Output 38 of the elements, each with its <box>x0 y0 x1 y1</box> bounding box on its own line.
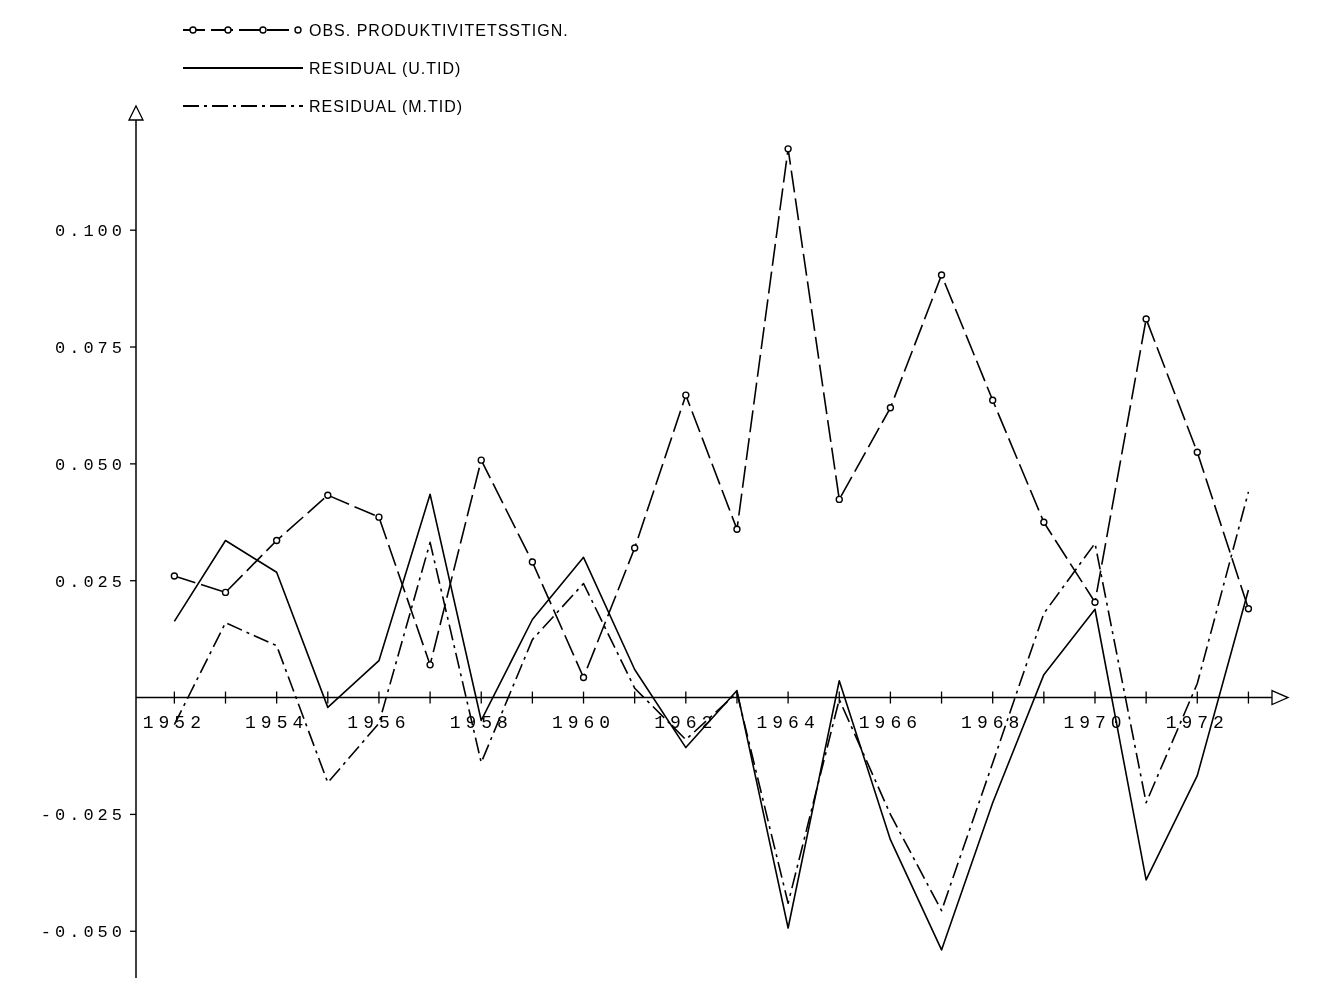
point <box>937 271 946 279</box>
point <box>630 544 639 552</box>
point <box>835 495 843 504</box>
point <box>528 558 537 566</box>
x-tick-label: 1966 <box>858 712 923 733</box>
point <box>784 145 792 153</box>
legend-label: OBS. PRODUKTIVITETSSTIGN. <box>309 21 569 39</box>
point <box>1193 448 1201 456</box>
point <box>682 391 690 399</box>
point <box>221 588 230 597</box>
x-tick-label: 1960 <box>551 712 616 733</box>
x-tick-label: 1968 <box>961 712 1025 733</box>
point <box>886 404 895 412</box>
y-tick-label: -0.050 <box>40 923 126 943</box>
x-tick-label: 1954 <box>245 712 309 733</box>
y-tick-label: 0.100 <box>54 222 126 242</box>
point <box>477 456 485 464</box>
y-tick-label: 0.075 <box>54 338 126 358</box>
point <box>324 491 332 499</box>
point <box>375 513 383 521</box>
point <box>1142 315 1150 323</box>
point <box>1244 605 1253 613</box>
x-tick-label: 1956 <box>347 712 411 733</box>
y-tick-label: 0.050 <box>54 455 126 475</box>
point <box>1091 598 1099 606</box>
legend-label: RESIDUAL (M.TID) <box>309 97 464 115</box>
legend-label: RESIDUAL (U.TID) <box>309 59 462 77</box>
point <box>426 661 434 669</box>
point <box>579 673 588 682</box>
point <box>1040 518 1048 526</box>
y-tick-label: -0.025 <box>40 806 126 826</box>
point <box>272 536 281 545</box>
x-tick-label: 1964 <box>756 712 820 733</box>
x-tick-label: 1952 <box>142 712 206 733</box>
y-tick-label: 0.025 <box>54 572 126 592</box>
point <box>733 525 741 533</box>
point <box>170 572 179 580</box>
point <box>989 396 997 404</box>
